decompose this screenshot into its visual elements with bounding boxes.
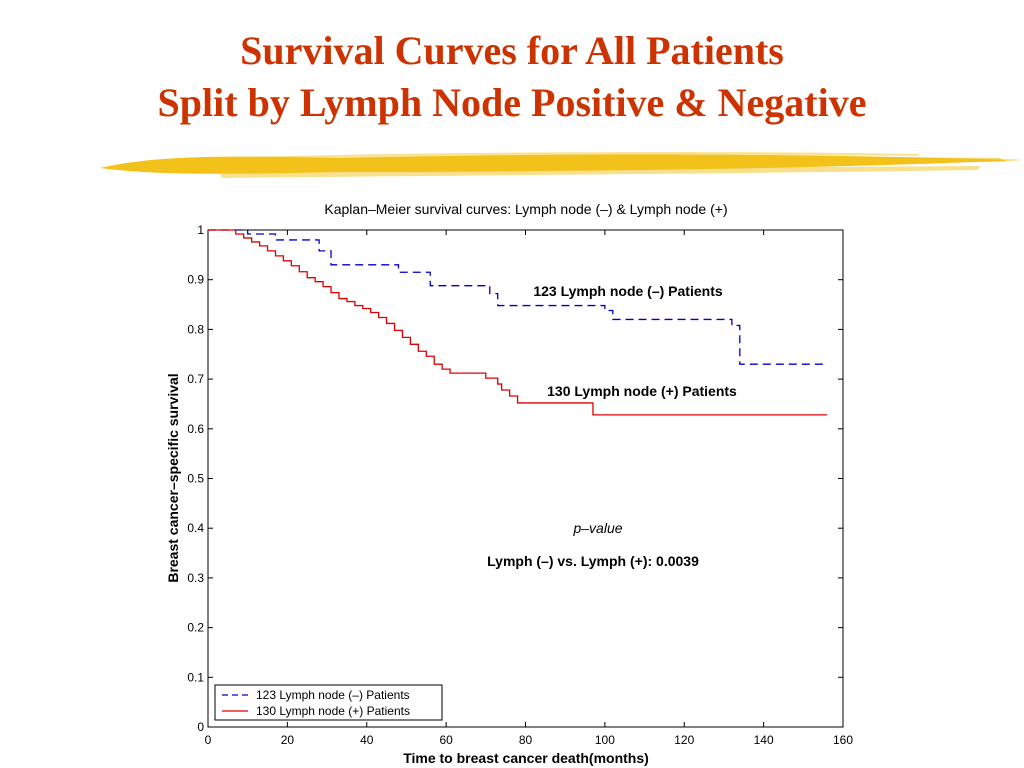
- series-label-lymph-negative: 123 Lymph node (–) Patients: [533, 283, 723, 299]
- x-tick-label: 80: [519, 733, 533, 747]
- x-tick-label: 20: [281, 733, 295, 747]
- y-tick-label: 0.3: [187, 571, 204, 585]
- y-tick-label: 0.4: [187, 521, 204, 535]
- y-tick-label: 1: [197, 223, 204, 237]
- series-label-lymph-positive: 130 Lymph node (+) Patients: [547, 383, 737, 399]
- slide-title-line-1: Survival Curves for All Patients: [240, 28, 784, 73]
- x-tick-label: 120: [674, 733, 694, 747]
- x-tick-label: 0: [205, 733, 212, 747]
- brush-stroke-divider: [100, 152, 1024, 178]
- x-tick-label: 100: [595, 733, 615, 747]
- survival-curve-lymph-negative: [208, 229, 828, 365]
- x-tick-label: 160: [833, 733, 853, 747]
- y-axis-label: Breast cancer–specific survival: [165, 373, 181, 582]
- legend-box: [214, 684, 443, 721]
- chart-title: Kaplan–Meier survival curves: Lymph node…: [324, 201, 727, 217]
- slide-title-line-2: Split by Lymph Node Positive & Negative: [157, 80, 867, 125]
- y-tick-label: 0.9: [187, 273, 204, 287]
- y-tick-label: 0.2: [187, 621, 204, 635]
- x-tick-label: 60: [439, 733, 453, 747]
- y-tick-label: 0.7: [187, 372, 204, 386]
- x-axis-label: Time to breast cancer death(months): [403, 750, 649, 766]
- survival-curve-lymph-positive: [208, 229, 828, 416]
- y-tick-label: 0.1: [187, 670, 204, 684]
- x-tick-label: 140: [754, 733, 774, 747]
- p-value-text: Lymph (–) vs. Lymph (+): 0.0039: [487, 553, 699, 569]
- chart-legend: 123 Lymph node (–) Patients 130 Lymph no…: [214, 684, 443, 721]
- y-tick-label: 0: [197, 720, 204, 734]
- y-tick-label: 0.6: [187, 422, 204, 436]
- plot-area: [207, 229, 844, 728]
- y-tick-label: 0.5: [187, 472, 204, 486]
- legend-label-lymph-positive: 130 Lymph node (+) Patients: [256, 704, 410, 718]
- y-tick-label: 0.8: [187, 322, 204, 336]
- x-tick-label: 40: [360, 733, 374, 747]
- p-value-heading: p–value: [572, 520, 622, 536]
- legend-label-lymph-negative: 123 Lymph node (–) Patients: [256, 688, 410, 702]
